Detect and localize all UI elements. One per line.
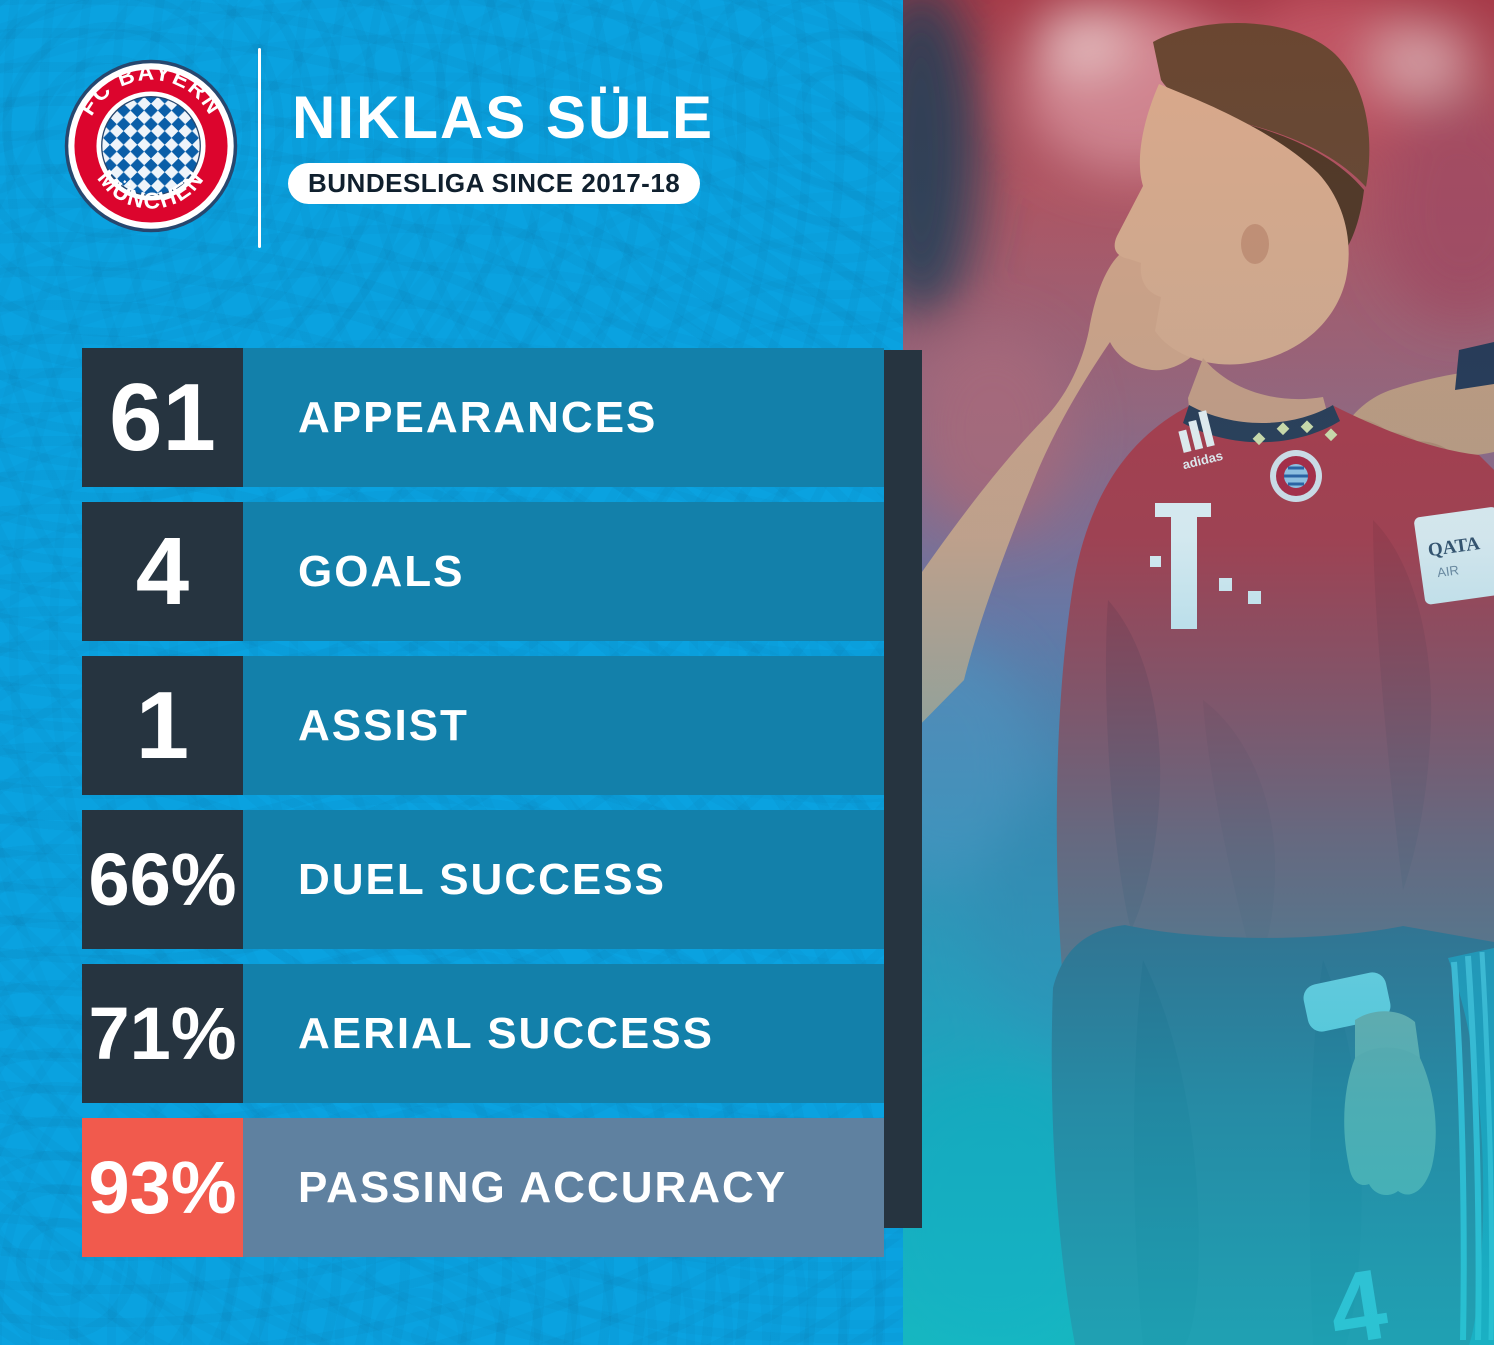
stat-row-aerial-success: 71% AERIAL SUCCESS bbox=[82, 964, 884, 1103]
header-divider bbox=[258, 48, 261, 248]
stat-value: 1 bbox=[135, 671, 190, 779]
stat-row-passing-accuracy: 93% PASSING ACCURACY bbox=[82, 1118, 884, 1257]
stat-label-bar: ASSIST bbox=[243, 656, 884, 795]
stat-label-bar: APPEARANCES bbox=[243, 348, 884, 487]
stat-value: 4 bbox=[135, 517, 190, 625]
stat-label: ASSIST bbox=[298, 700, 469, 750]
player-photo-illustration: adidas bbox=[903, 0, 1494, 1345]
crest-diamond-core bbox=[101, 96, 201, 196]
stat-value: 61 bbox=[109, 363, 216, 471]
subtitle-badge: BUNDESLIGA SINCE 2017-18 bbox=[288, 163, 701, 204]
duotone-overlay bbox=[903, 0, 1494, 1345]
stat-row-goals: 4 GOALS bbox=[82, 502, 884, 641]
club-logo: FC BAYERN MÜNCHEN bbox=[63, 58, 239, 234]
stat-value: 71% bbox=[88, 991, 237, 1075]
stat-value-box: 66% bbox=[82, 810, 243, 949]
stat-value-box: 93% bbox=[82, 1118, 243, 1257]
stat-value-box: 1 bbox=[82, 656, 243, 795]
stat-value: 66% bbox=[88, 837, 237, 921]
stat-label: PASSING ACCURACY bbox=[298, 1162, 788, 1212]
player-photo: adidas bbox=[903, 0, 1494, 1345]
stat-value-box: 71% bbox=[82, 964, 243, 1103]
page-title: NIKLAS SÜLE bbox=[292, 84, 715, 151]
stat-label: APPEARANCES bbox=[298, 392, 658, 442]
stat-value: 93% bbox=[88, 1145, 237, 1229]
stats-shadow-strip bbox=[884, 350, 922, 1228]
stat-label: AERIAL SUCCESS bbox=[298, 1008, 714, 1058]
stat-row-duel-success: 66% DUEL SUCCESS bbox=[82, 810, 884, 949]
stat-row-assist: 1 ASSIST bbox=[82, 656, 884, 795]
stat-label: DUEL SUCCESS bbox=[298, 854, 666, 904]
stat-label-bar: AERIAL SUCCESS bbox=[243, 964, 884, 1103]
stat-row-appearances: 61 APPEARANCES bbox=[82, 348, 884, 487]
stat-value-box: 4 bbox=[82, 502, 243, 641]
subtitle-text: BUNDESLIGA SINCE 2017-18 bbox=[308, 168, 681, 198]
stat-label-bar: PASSING ACCURACY bbox=[243, 1118, 884, 1257]
stats-list: 61 APPEARANCES 4 GOALS 1 ASSIST 66% DUEL… bbox=[82, 348, 884, 1257]
stat-label-bar: DUEL SUCCESS bbox=[243, 810, 884, 949]
stats-block: 61 APPEARANCES 4 GOALS 1 ASSIST 66% DUEL… bbox=[82, 348, 922, 1257]
stat-label: GOALS bbox=[298, 546, 465, 596]
fc-bayern-crest: FC BAYERN MÜNCHEN bbox=[64, 59, 238, 233]
stat-value-box: 61 bbox=[82, 348, 243, 487]
stat-label-bar: GOALS bbox=[243, 502, 884, 641]
